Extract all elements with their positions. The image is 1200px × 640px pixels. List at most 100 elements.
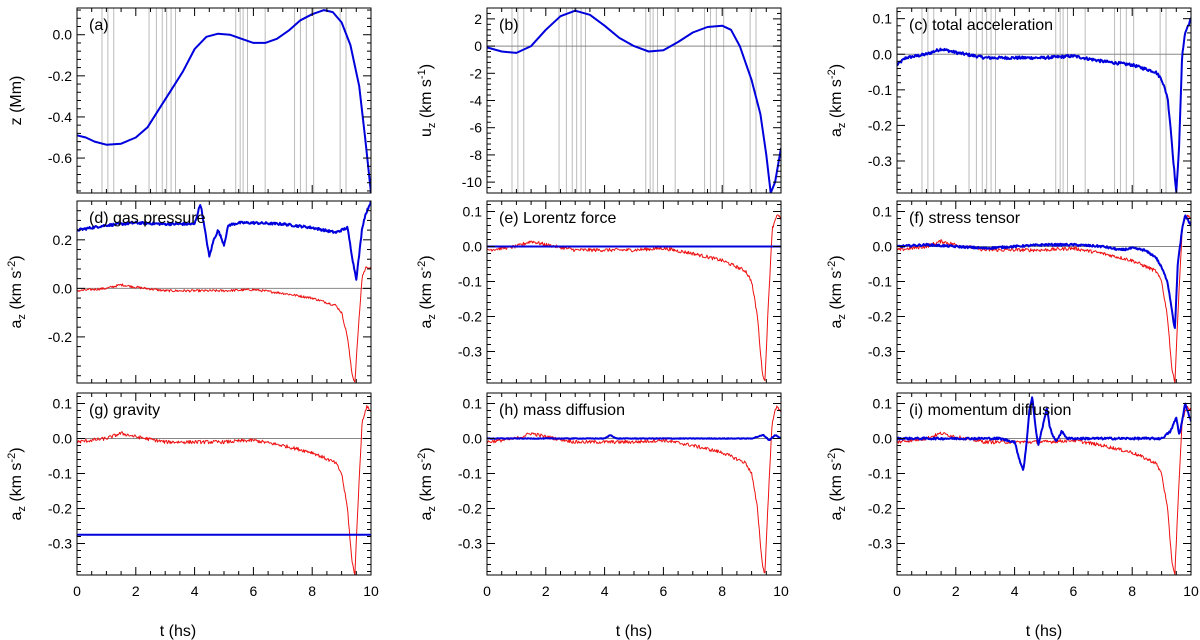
series-group-b [487,9,781,193]
y-tick-label-i: -0.2 [868,501,892,517]
series-blue-b [487,9,781,193]
panel-title-f: (f) stress tensor [909,210,1021,227]
y-tick-label-e: -0.1 [458,274,482,290]
y-tick-label-c: -0.2 [868,117,892,133]
y-tick-label-b: -2 [470,65,483,81]
y-axis-label-i: az (km s-2) [826,447,848,520]
y-tick-label-g: -0.3 [48,536,72,552]
x-tick-label-h: 10 [773,583,789,599]
frame-e [486,200,782,384]
series-blue-h [487,433,781,441]
x-tick-label-g: 8 [308,583,316,599]
y-tick-label-a: -0.4 [48,109,72,125]
y-tick-label-g: 0.0 [53,431,73,447]
x-tick-label-g: 6 [250,583,258,599]
x-tick-label-i: 4 [1011,583,1019,599]
y-tick-label-f: -0.1 [868,274,892,290]
x-tick-label-g: 10 [363,583,379,599]
y-tick-label-c: 0.0 [873,46,893,62]
y-tick-label-d: -0.2 [48,329,72,345]
y-tick-label-b: 2 [474,11,482,27]
y-tick-label-f: -0.3 [868,344,892,360]
y-tick-label-d: 0.0 [53,280,73,296]
y-tick-label-g: 0.1 [53,396,73,412]
y-tick-label-c: 0.1 [873,11,893,27]
y-tick-label-h: -0.1 [458,466,482,482]
x-tick-label-h: 4 [601,583,609,599]
x-tick-label-h: 8 [718,583,726,599]
y-tick-label-c: -0.1 [868,82,892,98]
y-tick-label-b: -6 [470,120,483,136]
series-red-f [897,214,1191,383]
y-tick-label-e: -0.3 [458,344,482,360]
series-group-c [897,17,1191,193]
y-tick-label-b: -4 [470,93,483,109]
y-tick-label-e: 0.0 [463,239,483,255]
x-axis-label-col3: t (hs) [1026,623,1062,640]
panel-title-b: (b) [499,17,519,34]
x-tick-label-g: 2 [132,583,140,599]
y-axis-label-e: az (km s-2) [416,255,438,328]
frame-c [896,7,1192,194]
panel-f: -0.3 -0.2 -0.1 0.0 0.1 az (km s-2) (f) stress … [826,200,1192,384]
series-group-i [897,396,1191,575]
panel-i: 0 2 4 6 8 10 -0.3 -0.2 -0.1 0.0 0.1 az (km s-2) (i) … [826,392,1199,599]
series-blue-a [77,9,371,193]
y-tick-label-b: -10 [462,174,482,190]
panel-title-e: (e) Lorentz force [499,210,616,227]
x-tick-label-i: 6 [1070,583,1078,599]
y-tick-label-b: 0 [474,38,482,54]
frame-g [76,392,372,576]
y-tick-label-a: -0.6 [48,150,72,166]
panel-g: 0 2 4 6 8 10 -0.3 -0.2 -0.1 0.0 0.1 az (km s-2) (g) … [6,392,379,599]
series-red-i [897,405,1191,575]
x-tick-label-i: 0 [893,583,901,599]
y-tick-label-b: -8 [470,147,483,163]
x-axis-label-col1: t (hs) [160,623,196,640]
y-axis-label-h: az (km s-2) [416,447,438,520]
y-tick-label-h: 0.0 [463,431,483,447]
series-blue-d [77,201,371,281]
x-tick-label-h: 6 [660,583,668,599]
panels-group: -0.6 -0.4 -0.2 0.0 z (Mm) (a) -10 -8 -6 -4 -2 0 2 uz … [6,7,1199,599]
panel-a: -0.6 -0.4 -0.2 0.0 z (Mm) (a) [8,7,372,194]
series-group-a [77,9,371,193]
x-tick-label-h: 0 [483,583,491,599]
panel-title-g: (g) gravity [89,402,160,419]
y-tick-label-h: -0.3 [458,536,482,552]
series-red-e [487,214,781,382]
series-group-f [897,214,1191,383]
y-tick-label-a: 0.0 [53,27,73,43]
x-tick-label-i: 10 [1183,583,1199,599]
series-group-h [487,405,781,574]
y-tick-label-i: 0.0 [873,431,893,447]
y-tick-label-f: 0.0 [873,239,893,255]
y-tick-label-i: 0.1 [873,396,893,412]
series-blue-c [897,17,1191,193]
series-group-g [77,405,371,575]
frame-b [486,7,782,194]
panel-title-h: (h) mass diffusion [499,402,625,419]
panel-h: 0 2 4 6 8 10 -0.3 -0.2 -0.1 0.0 0.1 az (km s-2) (h) … [416,392,789,599]
y-tick-label-i: -0.3 [868,536,892,552]
panel-c: -0.3 -0.2 -0.1 0.0 0.1 az (km s-2) (c) total a… [826,7,1192,194]
frame-a [76,7,372,194]
x-axis-labels-group: t (hs) t (hs) t (hs) [160,623,1062,640]
y-axis-label-d: az (km s-2) [6,255,28,328]
y-axis-label-b: uz (km s-1) [416,64,438,137]
series-group-e [487,214,781,382]
panel-e: -0.3 -0.2 -0.1 0.0 0.1 az (km s-2) (e) Lorentz… [416,200,782,384]
panel-title-i: (i) momentum diffusion [909,402,1071,419]
panel-title-c: (c) total acceleration [909,17,1053,34]
y-tick-label-c: -0.3 [868,153,892,169]
series-blue-f [897,214,1191,329]
y-tick-label-h: -0.2 [458,501,482,517]
x-tick-label-h: 2 [542,583,550,599]
y-tick-label-d: 0.2 [53,232,73,248]
y-tick-label-h: 0.1 [463,396,483,412]
y-tick-label-e: 0.1 [463,204,483,220]
panel-d: -0.2 0.0 0.2 az (km s-2) (d) gas pressure [6,200,372,384]
panel-title-a: (a) [89,17,109,34]
panel-title-d: (d) gas pressure [89,210,206,227]
